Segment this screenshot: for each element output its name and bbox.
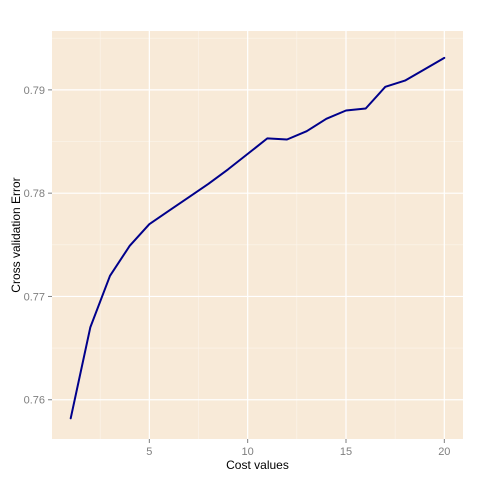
- x-axis-title: Cost values: [226, 458, 289, 472]
- axis-tick-labels: 5 10 15 20 0.76 0.77 0.78 0.79: [24, 85, 451, 458]
- minor-gridlines: [52, 31, 463, 439]
- y-axis-title: Cross validation Error: [9, 177, 23, 292]
- axis-ticks: [48, 89, 445, 443]
- plot-panel: [52, 31, 463, 439]
- major-gridlines: [52, 31, 463, 439]
- y-tick-label: 0.77: [24, 291, 45, 303]
- x-tick-label: 20: [438, 446, 450, 458]
- x-tick-label: 5: [146, 446, 152, 458]
- y-tick-label: 0.79: [24, 85, 45, 97]
- x-tick-label: 15: [340, 446, 352, 458]
- x-tick-label: 10: [242, 446, 254, 458]
- y-tick-label: 0.78: [24, 188, 45, 200]
- y-tick-label: 0.76: [24, 395, 45, 407]
- series-line: [69, 56, 446, 420]
